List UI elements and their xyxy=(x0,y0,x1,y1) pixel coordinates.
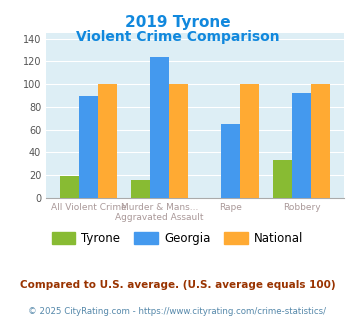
Bar xyxy=(79,96,98,198)
Bar xyxy=(273,160,292,198)
Bar xyxy=(311,84,330,198)
Bar xyxy=(60,176,79,198)
Text: Violent Crime Comparison: Violent Crime Comparison xyxy=(76,30,279,44)
Bar xyxy=(98,84,117,198)
Text: Compared to U.S. average. (U.S. average equals 100): Compared to U.S. average. (U.S. average … xyxy=(20,280,335,290)
Bar xyxy=(150,57,169,198)
Bar xyxy=(131,180,150,198)
Bar xyxy=(221,124,240,198)
Legend: Tyrone, Georgia, National: Tyrone, Georgia, National xyxy=(47,227,308,249)
Bar xyxy=(169,84,188,198)
Text: Robbery: Robbery xyxy=(283,203,321,212)
Text: Aggravated Assault: Aggravated Assault xyxy=(115,213,204,222)
Text: Murder & Mans...: Murder & Mans... xyxy=(121,203,198,212)
Text: 2019 Tyrone: 2019 Tyrone xyxy=(125,15,230,30)
Text: Rape: Rape xyxy=(219,203,242,212)
Bar xyxy=(240,84,259,198)
Bar xyxy=(292,93,311,198)
Text: All Violent Crime: All Violent Crime xyxy=(51,203,127,212)
Text: © 2025 CityRating.com - https://www.cityrating.com/crime-statistics/: © 2025 CityRating.com - https://www.city… xyxy=(28,307,327,316)
